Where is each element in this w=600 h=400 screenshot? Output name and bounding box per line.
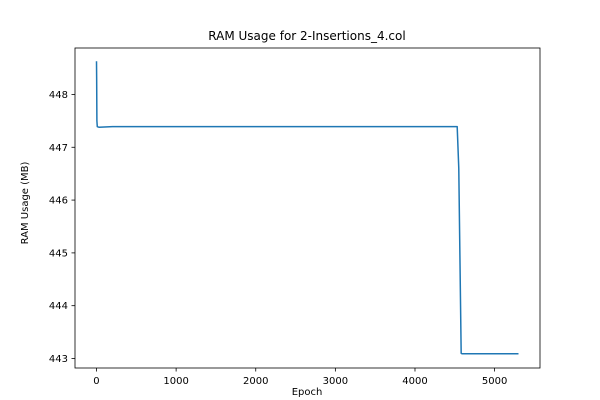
plot-lines bbox=[95, 61, 519, 355]
x-tick-label: 3000 bbox=[323, 376, 348, 387]
y-axis-label: RAM Usage (MB) bbox=[20, 161, 31, 244]
y-tick-label: 448 bbox=[49, 90, 68, 101]
y-tick-label: 445 bbox=[49, 248, 68, 259]
x-axis-label: Epoch bbox=[292, 387, 323, 398]
series-line bbox=[95, 61, 519, 355]
y-tick-label: 446 bbox=[49, 196, 68, 207]
x-tick-label: 2000 bbox=[243, 376, 268, 387]
axis-ticks: 0 1000 2000 3000 4000 5000 443 444 445 446 447 448 bbox=[49, 90, 507, 387]
y-tick-label: 447 bbox=[49, 143, 68, 154]
plot-frame bbox=[74, 47, 541, 369]
y-tick-label: 444 bbox=[49, 301, 68, 312]
chart-title: RAM Usage for 2-Insertions_4.col bbox=[208, 29, 405, 43]
y-tick-label: 443 bbox=[49, 354, 68, 365]
x-tick-label: 5000 bbox=[482, 376, 507, 387]
x-tick-label: 0 bbox=[93, 376, 99, 387]
x-tick-label: 4000 bbox=[402, 376, 427, 387]
x-tick-label: 1000 bbox=[163, 376, 188, 387]
